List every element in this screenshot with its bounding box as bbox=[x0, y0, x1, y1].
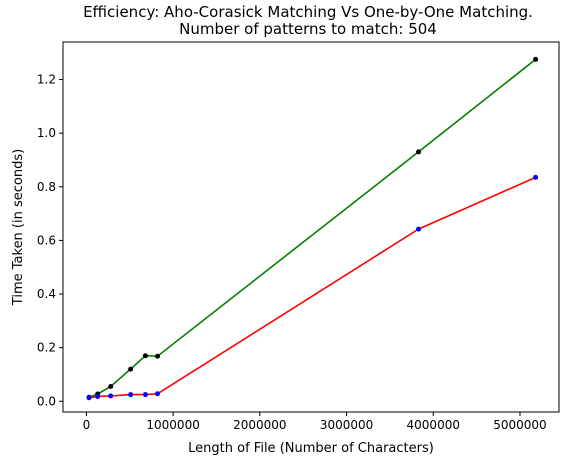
chart-title: Efficiency: Aho-Corasick Matching Vs One… bbox=[83, 3, 533, 21]
data-point bbox=[128, 392, 134, 398]
y-axis: 0.0 0.2 0.4 0.6 0.8 1.0 1.2 bbox=[37, 73, 63, 408]
series-line-1 bbox=[88, 58, 537, 399]
y-tick-label: 1.2 bbox=[37, 73, 56, 87]
series-layer bbox=[86, 56, 539, 401]
data-point bbox=[108, 384, 114, 390]
data-point bbox=[142, 392, 148, 398]
y-tick-label: 0.8 bbox=[37, 180, 56, 194]
y-tick-label: 0.4 bbox=[37, 287, 56, 301]
plot-area bbox=[62, 41, 560, 413]
chart-subtitle: Number of patterns to match: 504 bbox=[179, 20, 437, 38]
data-point bbox=[416, 226, 422, 232]
data-point bbox=[128, 366, 134, 372]
y-tick-label: 0.6 bbox=[37, 233, 56, 247]
data-point bbox=[533, 174, 539, 180]
x-axis: 0 1000000 2000000 3000000 4000000 5000000 bbox=[83, 412, 547, 432]
data-point bbox=[155, 353, 161, 359]
y-tick-label: 0.2 bbox=[37, 341, 56, 355]
y-tick-label: 1.0 bbox=[37, 126, 56, 140]
x-tick-label: 5000000 bbox=[493, 418, 546, 432]
data-point bbox=[416, 149, 422, 155]
x-tick-label: 2000000 bbox=[233, 418, 286, 432]
data-point bbox=[95, 393, 101, 399]
y-axis-label: Time Taken (in seconds) bbox=[11, 149, 26, 306]
data-point bbox=[86, 395, 92, 401]
y-tick-label: 0.0 bbox=[37, 394, 56, 408]
data-point bbox=[533, 56, 539, 62]
x-tick-label: 0 bbox=[83, 418, 91, 432]
x-axis-label: Length of File (Number of Characters) bbox=[188, 441, 434, 456]
x-tick-label: 1000000 bbox=[146, 418, 199, 432]
data-point bbox=[108, 393, 114, 399]
x-tick-label: 3000000 bbox=[320, 418, 373, 432]
data-point bbox=[155, 391, 161, 397]
data-point bbox=[142, 353, 148, 359]
x-tick-label: 4000000 bbox=[407, 418, 460, 432]
